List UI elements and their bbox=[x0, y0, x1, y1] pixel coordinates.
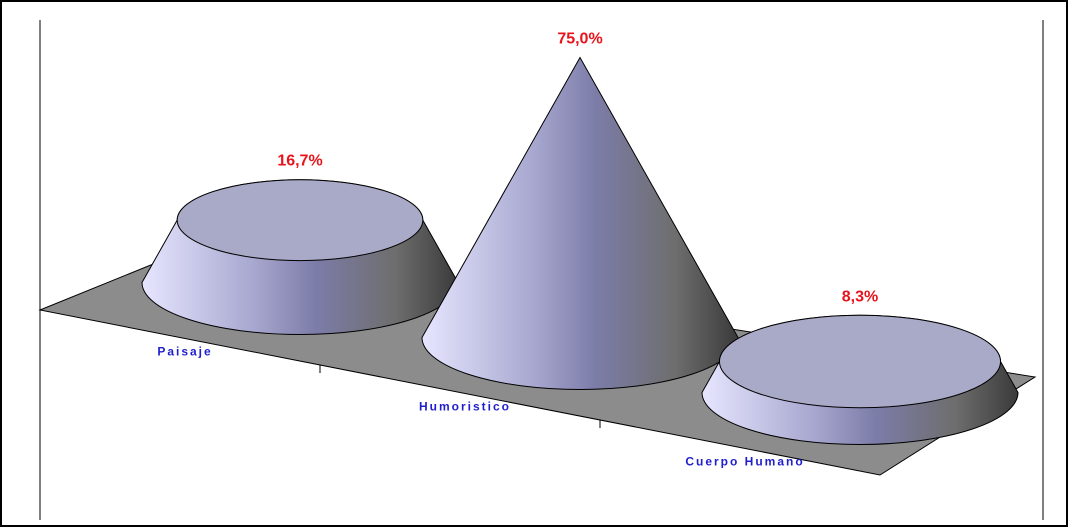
x-tick-label: Humoristico bbox=[419, 400, 511, 414]
x-tick-label: Paisaje bbox=[157, 345, 212, 359]
cone bbox=[701, 314, 1019, 445]
value-label: 16,7% bbox=[277, 153, 322, 170]
cone bbox=[141, 179, 459, 335]
value-label: 8,3% bbox=[842, 288, 878, 305]
cone-top bbox=[176, 179, 424, 262]
value-label: 75,0% bbox=[557, 31, 602, 48]
cone-top bbox=[718, 314, 1002, 409]
x-tick-label: Cuerpo Humano bbox=[685, 455, 804, 469]
